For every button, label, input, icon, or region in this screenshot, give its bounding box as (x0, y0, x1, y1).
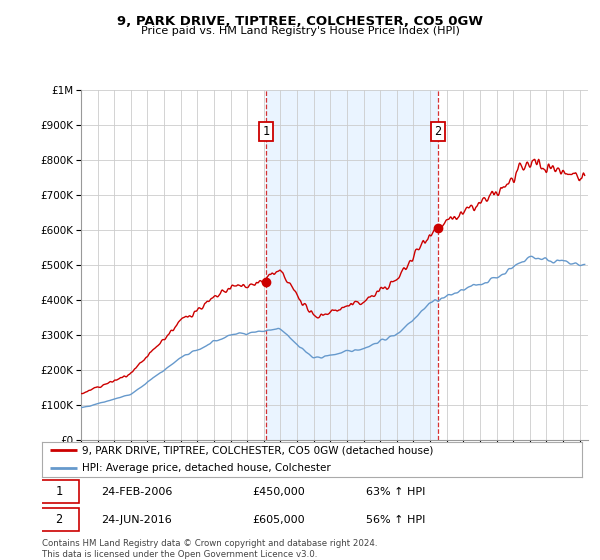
Text: £450,000: £450,000 (253, 487, 305, 497)
Text: HPI: Average price, detached house, Colchester: HPI: Average price, detached house, Colc… (83, 463, 331, 473)
FancyBboxPatch shape (39, 508, 79, 531)
Text: 9, PARK DRIVE, TIPTREE, COLCHESTER, CO5 0GW: 9, PARK DRIVE, TIPTREE, COLCHESTER, CO5 … (117, 15, 483, 27)
Text: 56% ↑ HPI: 56% ↑ HPI (366, 515, 425, 525)
FancyBboxPatch shape (39, 480, 79, 503)
Bar (266, 90, 438, 440)
Text: 1: 1 (55, 485, 62, 498)
Text: 9, PARK DRIVE, TIPTREE, COLCHESTER, CO5 0GW (detached house): 9, PARK DRIVE, TIPTREE, COLCHESTER, CO5 … (83, 445, 434, 455)
Text: Contains HM Land Registry data © Crown copyright and database right 2024.
This d: Contains HM Land Registry data © Crown c… (42, 539, 377, 559)
Text: 24-JUN-2016: 24-JUN-2016 (101, 515, 172, 525)
Text: 2: 2 (55, 513, 62, 526)
Text: 1: 1 (263, 125, 270, 138)
Text: 2: 2 (434, 125, 442, 138)
Text: £605,000: £605,000 (253, 515, 305, 525)
Text: 24-FEB-2006: 24-FEB-2006 (101, 487, 173, 497)
Text: Price paid vs. HM Land Registry's House Price Index (HPI): Price paid vs. HM Land Registry's House … (140, 26, 460, 36)
Text: 63% ↑ HPI: 63% ↑ HPI (366, 487, 425, 497)
